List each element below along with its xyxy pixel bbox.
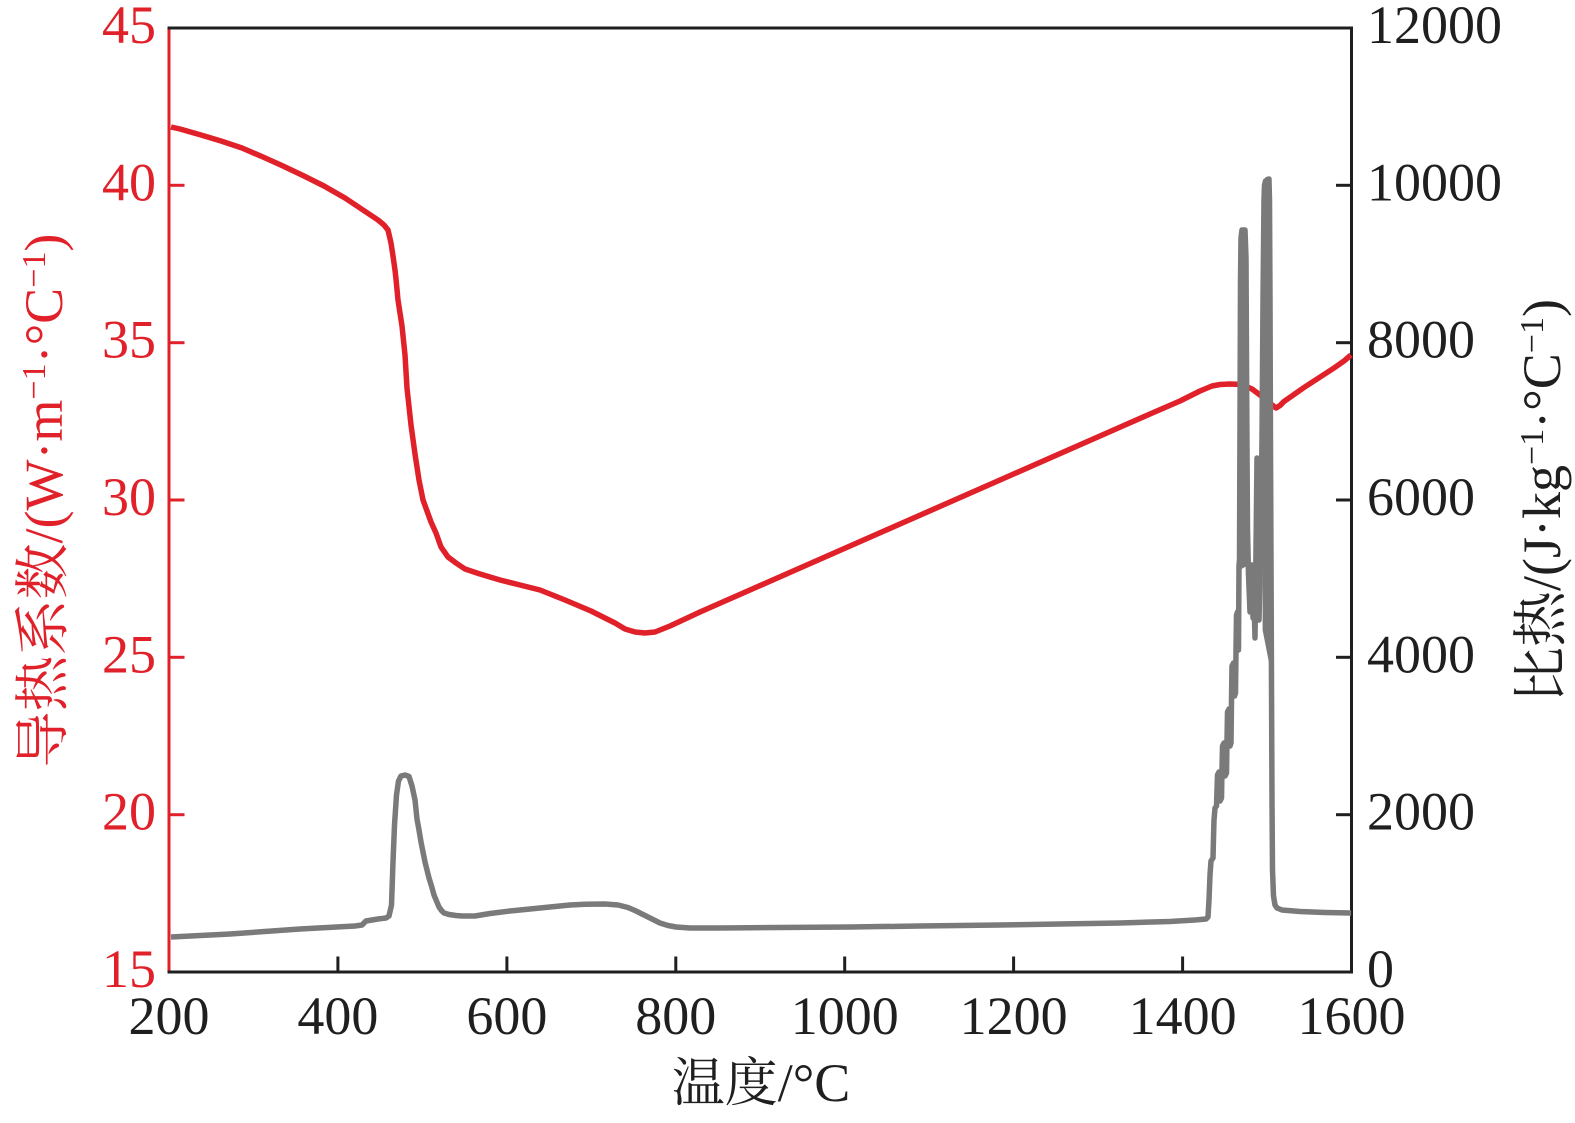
svg-text:35: 35 — [102, 310, 156, 370]
svg-text:−1: −1 — [16, 252, 53, 288]
svg-text:8000: 8000 — [1367, 310, 1475, 370]
svg-text:1400: 1400 — [1129, 986, 1237, 1046]
svg-text:1600: 1600 — [1298, 986, 1406, 1046]
svg-text:): ) — [14, 234, 74, 252]
svg-text:1200: 1200 — [960, 986, 1068, 1046]
svg-text:15: 15 — [102, 939, 156, 999]
svg-text:1000: 1000 — [791, 986, 899, 1046]
svg-text:40: 40 — [102, 152, 156, 212]
svg-text:400: 400 — [297, 986, 378, 1046]
svg-text:20: 20 — [102, 782, 156, 842]
svg-text:·°C: ·°C — [1512, 353, 1572, 429]
svg-text:2000: 2000 — [1367, 782, 1475, 842]
svg-text:/(W·m: /(W·m — [14, 400, 74, 544]
svg-text:/(J·kg: /(J·kg — [1512, 465, 1572, 591]
svg-text:−1: −1 — [1514, 429, 1551, 465]
svg-text:0: 0 — [1367, 939, 1394, 999]
svg-text:30: 30 — [102, 467, 156, 527]
svg-text:−1: −1 — [1514, 317, 1551, 353]
svg-text:−1: −1 — [16, 363, 53, 399]
svg-text:25: 25 — [102, 624, 156, 684]
svg-text:10000: 10000 — [1367, 152, 1502, 212]
svg-text:): ) — [1512, 299, 1572, 317]
svg-text:45: 45 — [102, 0, 156, 55]
svg-text:6000: 6000 — [1367, 467, 1475, 527]
svg-text:800: 800 — [635, 986, 716, 1046]
svg-text:600: 600 — [466, 986, 547, 1046]
svg-text:12000: 12000 — [1367, 0, 1502, 55]
svg-text:·°C: ·°C — [14, 288, 74, 364]
svg-text:/°C: /°C — [778, 1053, 851, 1113]
svg-text:200: 200 — [129, 986, 210, 1046]
svg-text:4000: 4000 — [1367, 624, 1475, 684]
